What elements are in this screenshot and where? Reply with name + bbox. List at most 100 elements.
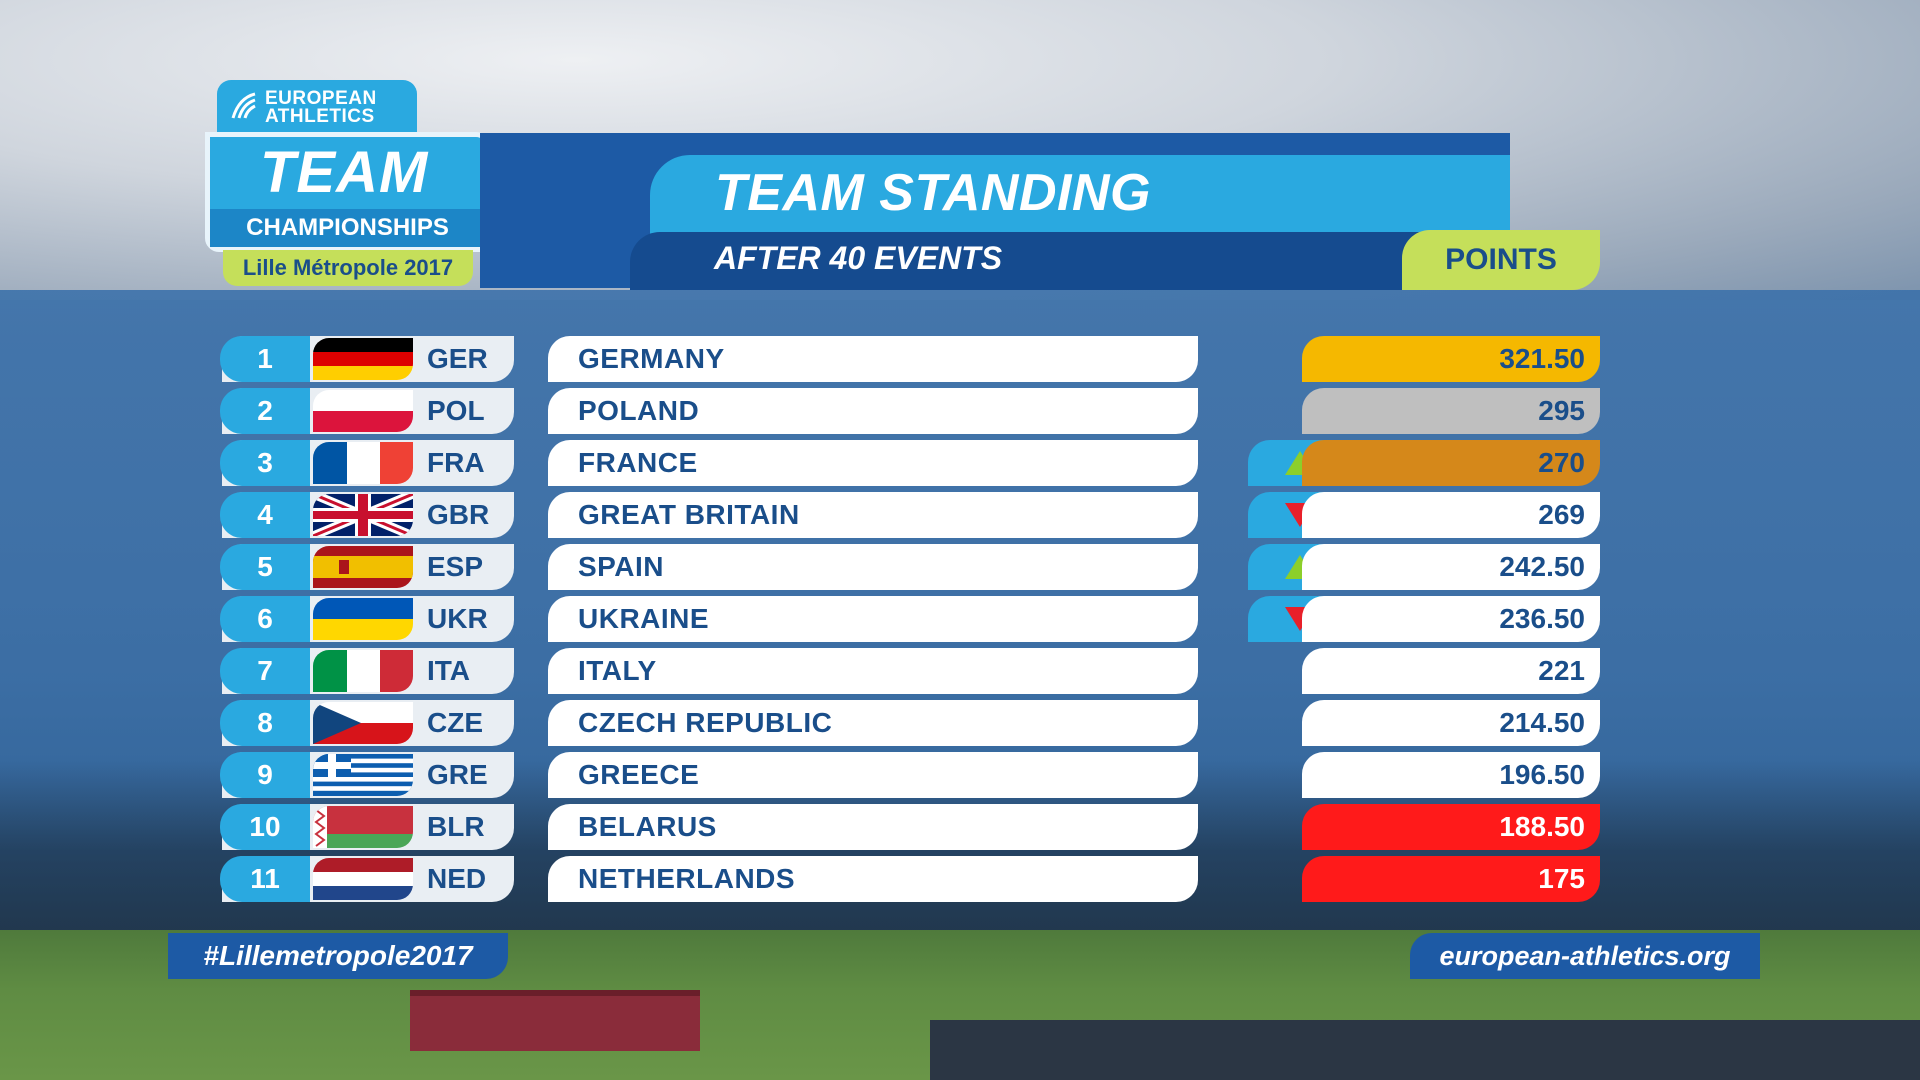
country-code: BLR bbox=[427, 811, 485, 842]
points-cell bbox=[1302, 700, 1600, 746]
flag-ukr-icon bbox=[313, 598, 413, 640]
points-cell bbox=[1302, 648, 1600, 694]
country-name: BELARUS bbox=[578, 811, 717, 842]
table-row: 7 ITA ITALY 221 bbox=[0, 648, 1920, 694]
page-title: TEAM STANDING bbox=[715, 164, 1151, 222]
rank-number: 2 bbox=[220, 388, 310, 434]
logo-city-text: Lille Métropole 2017 bbox=[223, 250, 473, 286]
country-code: CZE bbox=[427, 707, 483, 738]
points-value: 269 bbox=[1538, 499, 1585, 530]
country-name: POLAND bbox=[578, 395, 700, 426]
points-value: 188.50 bbox=[1499, 811, 1585, 842]
table-row: 2 POL POLAND 295 bbox=[0, 388, 1920, 434]
runway bbox=[930, 1020, 1920, 1080]
country-name-cell bbox=[548, 648, 1198, 694]
country-name: CZECH REPUBLIC bbox=[578, 707, 833, 738]
flag-cze-icon bbox=[313, 702, 413, 744]
subtitle-bar bbox=[630, 232, 1430, 290]
runner-icon bbox=[231, 92, 256, 119]
rank-number: 7 bbox=[220, 648, 310, 694]
country-name-cell bbox=[548, 596, 1198, 642]
table-row: 10 BLR BELARUS 188.50 bbox=[0, 804, 1920, 850]
table-row: 5 ESP SPAIN 242.50 bbox=[0, 544, 1920, 590]
country-name: GREAT BRITAIN bbox=[578, 499, 800, 530]
logo-org: EUROPEAN ATHLETICS bbox=[217, 80, 417, 132]
logo-org-line2: ATHLETICS bbox=[265, 106, 375, 127]
country-code: NED bbox=[427, 863, 487, 894]
title-bar bbox=[650, 155, 1510, 235]
points-cell bbox=[1302, 804, 1600, 850]
flag-gbr-icon bbox=[313, 494, 413, 536]
country-code: GER bbox=[427, 343, 488, 374]
points-value: 321.50 bbox=[1499, 343, 1585, 374]
flag-ned-icon bbox=[313, 858, 413, 900]
rank-number: 10 bbox=[220, 804, 310, 850]
flag-pol-icon bbox=[313, 390, 413, 432]
flag-blr-icon bbox=[313, 806, 413, 848]
points-value: 221 bbox=[1538, 655, 1585, 686]
country-name-cell bbox=[548, 492, 1198, 538]
country-name: UKRAINE bbox=[578, 603, 710, 634]
country-name-cell bbox=[548, 700, 1198, 746]
rank-number: 3 bbox=[220, 440, 310, 486]
logo-championships-text: CHAMPIONSHIPS bbox=[210, 209, 485, 247]
flag-esp-icon bbox=[313, 546, 413, 588]
flag-ger-icon bbox=[313, 338, 413, 380]
rank-number: 6 bbox=[220, 596, 310, 642]
page-subtitle: AFTER 40 EVENTS bbox=[714, 240, 1003, 276]
flag-fra-icon bbox=[313, 442, 413, 484]
table-row: 4 GBR GREAT BRITAIN 269 bbox=[0, 492, 1920, 538]
country-name: SPAIN bbox=[578, 551, 664, 582]
points-cell bbox=[1302, 544, 1600, 590]
points-value: 295 bbox=[1538, 395, 1585, 426]
country-code: FRA bbox=[427, 447, 485, 478]
table-row: 9 GRE GREECE 196.50 bbox=[0, 752, 1920, 798]
logo-team-text: TEAM bbox=[260, 140, 429, 205]
flag-gre-icon bbox=[313, 754, 413, 796]
country-name-cell bbox=[548, 440, 1198, 486]
country-code: POL bbox=[427, 395, 485, 426]
country-name-cell bbox=[548, 336, 1198, 382]
rank-number: 11 bbox=[220, 856, 310, 902]
country-name: ITALY bbox=[578, 655, 657, 686]
table-row: 3 FRA FRANCE 270 bbox=[0, 440, 1920, 486]
country-code: UKR bbox=[427, 603, 488, 634]
hashtag-label: #Lillemetropole2017 bbox=[168, 933, 508, 979]
table-row: 1 GER GERMANY 321.50 bbox=[0, 336, 1920, 382]
points-cell bbox=[1302, 388, 1600, 434]
country-name-cell bbox=[548, 804, 1198, 850]
country-name-cell bbox=[548, 856, 1198, 902]
points-cell bbox=[1302, 596, 1600, 642]
country-code: ITA bbox=[427, 655, 471, 686]
rank-number: 9 bbox=[220, 752, 310, 798]
rank-number: 1 bbox=[220, 336, 310, 382]
points-value: 196.50 bbox=[1499, 759, 1585, 790]
points-cell bbox=[1302, 856, 1600, 902]
points-column-header: POINTS bbox=[1402, 230, 1600, 290]
points-cell bbox=[1302, 440, 1600, 486]
points-value: 236.50 bbox=[1499, 603, 1585, 634]
flag-ita-icon bbox=[313, 650, 413, 692]
points-cell bbox=[1302, 492, 1600, 538]
country-name: GERMANY bbox=[578, 343, 725, 374]
country-name: GREECE bbox=[578, 759, 700, 790]
points-cell bbox=[1302, 336, 1600, 382]
rank-number: 8 bbox=[220, 700, 310, 746]
country-name: FRANCE bbox=[578, 447, 698, 478]
table-row: 11 NED NETHERLANDS 175 bbox=[0, 856, 1920, 902]
rank-number: 4 bbox=[220, 492, 310, 538]
country-name-cell bbox=[548, 544, 1198, 590]
country-name-cell bbox=[548, 752, 1198, 798]
rank-number: 5 bbox=[220, 544, 310, 590]
country-name: NETHERLANDS bbox=[578, 863, 796, 894]
points-value: 175 bbox=[1538, 863, 1585, 894]
points-value: 270 bbox=[1538, 447, 1585, 478]
table-row: 8 CZE CZECH REPUBLIC 214.50 bbox=[0, 700, 1920, 746]
high-jump-mat bbox=[410, 990, 700, 1051]
country-code: ESP bbox=[427, 551, 484, 582]
logo-main: TEAM CHAMPIONSHIPS bbox=[205, 132, 490, 252]
website-label: european-athletics.org bbox=[1410, 933, 1760, 979]
logo-org-line1: EUROPEAN bbox=[265, 88, 377, 109]
championship-logo: EUROPEAN ATHLETICS TEAM CHAMPIONSHIPS Li… bbox=[205, 80, 490, 290]
points-value: 214.50 bbox=[1499, 707, 1585, 738]
